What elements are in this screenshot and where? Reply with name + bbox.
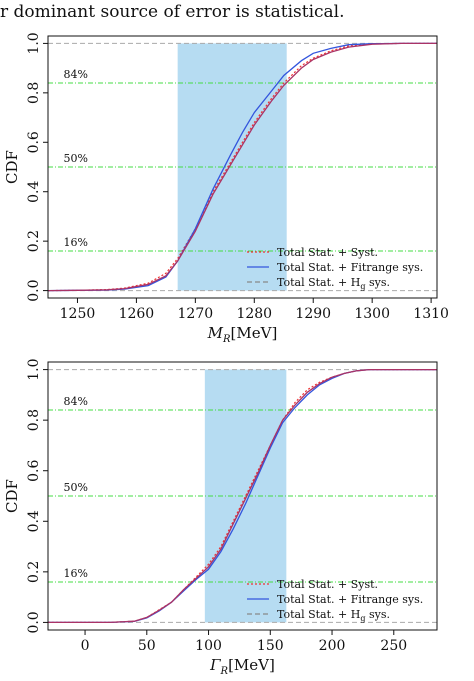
x-tick-label: 150 (257, 638, 284, 654)
x-tick-label: 1260 (119, 306, 155, 322)
series-line (48, 368, 437, 624)
x-tick-label: 0 (81, 638, 90, 654)
plot-frame (47, 35, 438, 299)
y-tick-label: 0.6 (26, 131, 42, 153)
y-tick-label: 0.0 (26, 611, 42, 633)
legend-entry: Total Stat. + Fitrange sys. (277, 261, 423, 274)
y-tick-label: 0.2 (26, 561, 42, 583)
x-tick-label: 250 (380, 638, 407, 654)
x-tick-label: 200 (319, 638, 346, 654)
y-tick-label: 0.4 (26, 510, 42, 532)
y-tick-label: 0.8 (26, 409, 42, 431)
y-tick-label: 0.2 (26, 230, 42, 252)
legend-entry: Total Stat. + Fitrange sys. (277, 593, 423, 606)
y-tick-label: 0.8 (26, 82, 42, 104)
y-tick-label: 0.4 (26, 180, 42, 202)
percent-label: 16% (64, 567, 88, 580)
x-tick-label: 1250 (60, 306, 96, 322)
x-tick-label: 100 (195, 638, 222, 654)
series-line (47, 42, 437, 292)
series-line (47, 42, 437, 292)
y-tick-label: 0.0 (26, 279, 42, 301)
legend-entry: Total Stat. + Syst. (277, 246, 378, 259)
y-tick-label: 1.0 (26, 358, 42, 380)
y-axis-label: CDF (3, 479, 21, 513)
percent-label: 16% (64, 236, 88, 249)
y-tick-label: 1.0 (26, 32, 42, 54)
legend-entry: Total Stat. + Hg sys. (277, 608, 390, 623)
legend-entry: Total Stat. + Hg sys. (277, 276, 390, 291)
caption-text: r dominant source of error is statistica… (0, 2, 345, 22)
x-axis-label: ΓR[MeV] (209, 656, 275, 677)
chart-top: 84% 50% 16% 1250 1260 1270 1280 1290 1300 1310 0.0… (3, 32, 449, 345)
x-tick-label: 1270 (178, 306, 214, 322)
percent-label: 50% (64, 152, 88, 165)
legend-entry: Total Stat. + Syst. (277, 578, 378, 591)
series-line (47, 42, 437, 292)
plot-frame (47, 361, 438, 631)
x-axis-label: MR[MeV] (207, 324, 278, 345)
x-tick-label: 1280 (236, 306, 272, 322)
percent-label: 50% (64, 481, 88, 494)
y-tick-label: 0.6 (26, 459, 42, 481)
x-tick-label: 1310 (413, 306, 449, 322)
x-tick-label: 50 (138, 638, 156, 654)
percent-label: 84% (64, 68, 88, 81)
x-tick-label: 1290 (295, 306, 331, 322)
y-axis-label: CDF (3, 150, 21, 184)
chart-bottom: 84% 50% 16% 0 50 100 150 200 250 0.0 0.2 0.4 0.6 0.8 1… (3, 358, 438, 677)
percent-label: 84% (64, 395, 88, 408)
x-tick-label: 1300 (354, 306, 390, 322)
